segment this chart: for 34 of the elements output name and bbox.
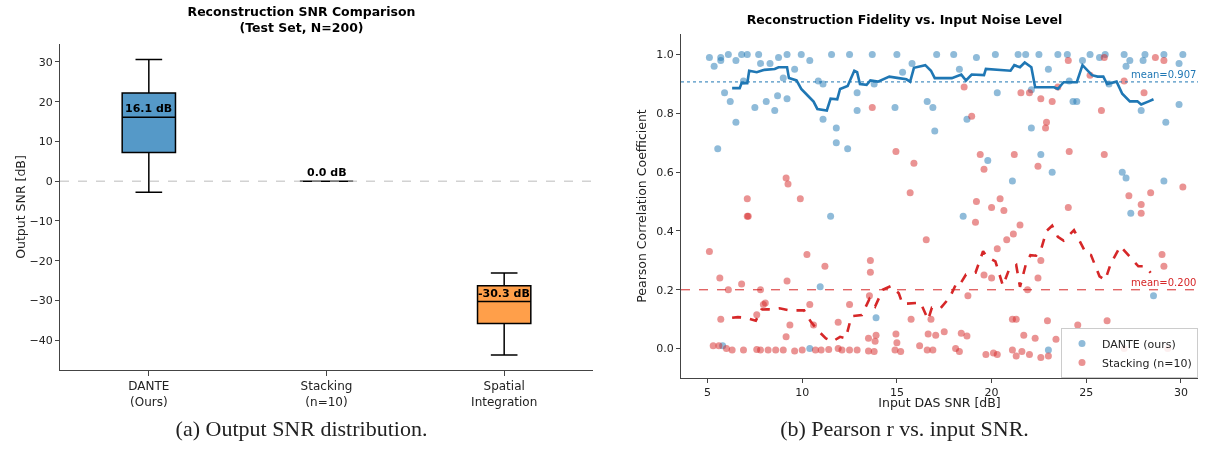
y-tick-label: 0.6 xyxy=(656,166,674,180)
y-tick-label: 0.8 xyxy=(656,107,674,121)
y-tick-label: 0 xyxy=(45,175,53,189)
y-tick-label: −30 xyxy=(29,294,53,308)
ref-line-label: mean=0.200 xyxy=(1131,277,1197,288)
y-tick-label: 0.4 xyxy=(656,224,674,238)
legend-label: Stacking (n=10) xyxy=(1102,356,1192,370)
y-tick-label: 1.0 xyxy=(656,48,674,62)
y-axis-title: Output SNR [dB] xyxy=(12,155,28,259)
y-tick-label: 20 xyxy=(38,95,53,109)
x-tick-label: Spatial Integration xyxy=(471,379,538,409)
annotation: 16.1 dB xyxy=(125,102,173,115)
annotation: -30.3 dB xyxy=(478,287,530,300)
y-tick-label: 10 xyxy=(38,135,53,149)
y-axis-title: Pearson Correlation Coefficient xyxy=(634,109,649,303)
y-tick-label: 0.0 xyxy=(656,342,674,356)
x-tick-label: 25 xyxy=(1079,386,1094,400)
ref-line-label: mean=0.907 xyxy=(1131,69,1197,80)
text: (a) Output SNR distribution. xyxy=(174,416,429,442)
text: (b) Pearson r vs. input SNR. xyxy=(779,416,1030,442)
x-tick-label: 5 xyxy=(704,386,712,400)
y-tick-label: −40 xyxy=(29,334,53,348)
y-tick-label: −10 xyxy=(29,214,53,228)
x-tick-label: DANTE (Ours) xyxy=(128,379,170,409)
x-tick-label: Stacking (n=10) xyxy=(300,379,353,409)
y-tick-label: 0.2 xyxy=(656,283,674,297)
x-tick-label: 30 xyxy=(1173,386,1188,400)
chart-title: Reconstruction Fidelity vs. Input Noise Level xyxy=(746,12,1063,28)
y-tick-label: 30 xyxy=(38,55,53,69)
y-tick-label: −20 xyxy=(29,254,53,268)
annotation: 0.0 dB xyxy=(307,166,347,179)
x-tick-label: 10 xyxy=(795,386,810,400)
chart-title: Reconstruction SNR Comparison (Test Set, N=200) xyxy=(187,3,416,35)
legend-label: DANTE (ours) xyxy=(1102,337,1176,351)
